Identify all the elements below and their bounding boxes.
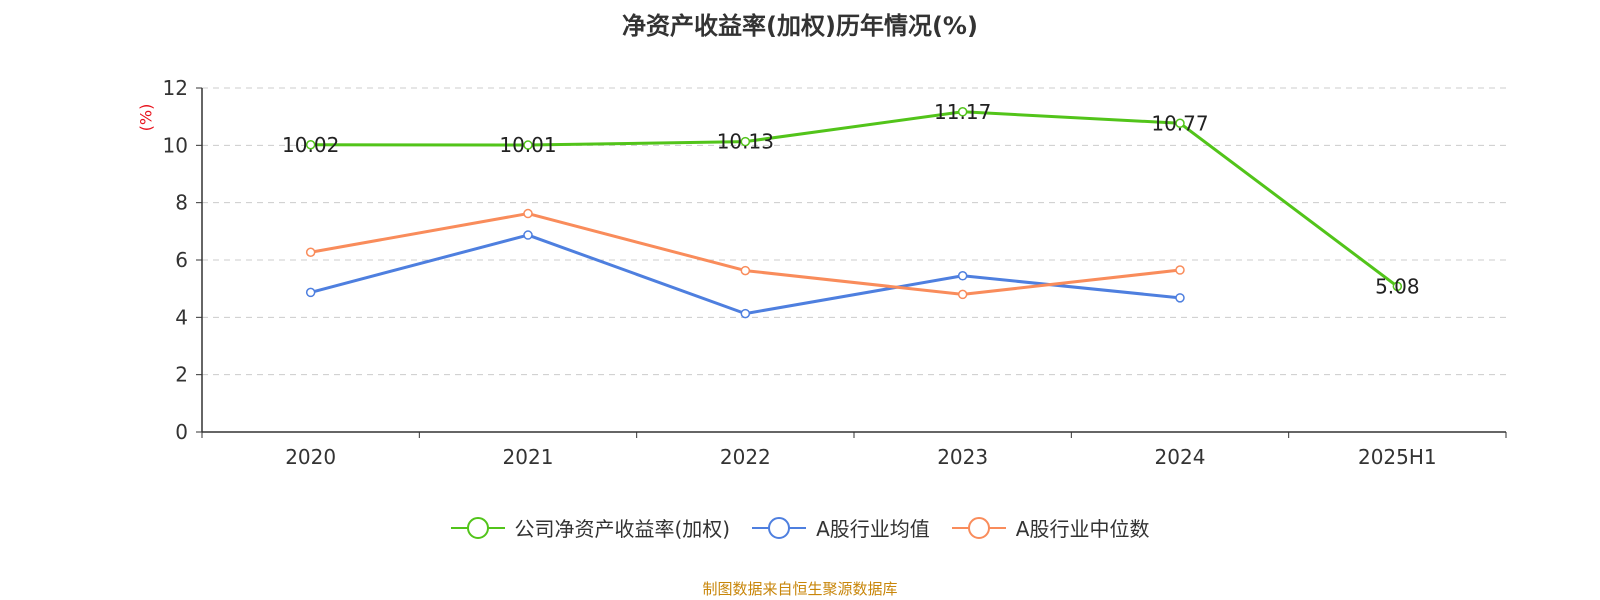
x-tick-label: 2023 [937, 445, 988, 469]
data-point[interactable] [523, 230, 533, 240]
legend-item-industry-median[interactable]: A股行业中位数 [951, 513, 1150, 542]
x-tick-label: 2024 [1155, 445, 1206, 469]
series-lines [310, 110, 1399, 316]
legend-item-industry-mean[interactable]: A股行业均值 [752, 513, 930, 542]
data-point[interactable] [1175, 118, 1185, 129]
y-tick-label: 12 [163, 76, 188, 100]
data-point[interactable] [523, 208, 533, 219]
source-note: 制图数据来自恒生聚源数据库 [702, 580, 898, 598]
data-point[interactable] [305, 140, 316, 150]
x-tick-label: 2021 [503, 445, 554, 469]
legend-label: 公司净资产收益率(加权) [514, 517, 731, 541]
data-label: 10.01 [499, 133, 556, 157]
legend-marker-icon [450, 516, 505, 539]
x-tick-label: 2025H1 [1358, 445, 1437, 469]
legend-marker-icon [752, 516, 807, 539]
plot-area: 0 2 4 6 8 10 12 2020 2021 2022 2023 2024 2025H1 10.0… [163, 76, 1507, 469]
data-labels: 10.02 10.01 10.13 11.17 10.77 5.08 [282, 100, 1420, 299]
data-point[interactable] [740, 308, 751, 319]
data-points [305, 107, 1403, 319]
x-tick-label: 2022 [720, 445, 771, 469]
y-tick-label: 8 [175, 191, 188, 215]
data-point[interactable] [957, 107, 968, 117]
data-point[interactable] [305, 247, 316, 258]
axes: 0 2 4 6 8 10 12 2020 2021 2022 2023 2024 2025H1 [163, 76, 1507, 469]
series-line [310, 110, 1399, 288]
y-tick-label: 10 [163, 133, 188, 157]
data-label: 5.08 [1375, 274, 1420, 298]
chart-title: 净资产收益率(加权)历年情况(%) [622, 12, 978, 40]
data-point[interactable] [523, 140, 533, 150]
data-point[interactable] [740, 136, 751, 147]
y-tick-label: 2 [175, 363, 188, 387]
data-label: 10.13 [717, 130, 774, 154]
y-tick-label: 0 [175, 420, 188, 444]
y-tick-label: 4 [175, 305, 188, 329]
legend-marker-icon [951, 516, 1006, 539]
legend: 公司净资产收益率(加权) A股行业均值 A股行业中位数 [0, 513, 1600, 542]
data-label: 10.77 [1151, 111, 1208, 135]
data-point[interactable] [1175, 265, 1185, 275]
grid-lines [202, 87, 1506, 376]
data-point[interactable] [740, 265, 751, 276]
data-label: 10.02 [282, 133, 339, 157]
y-tick-label: 6 [175, 248, 188, 272]
data-point[interactable] [1392, 281, 1403, 292]
legend-label: A股行业中位数 [1015, 517, 1150, 541]
data-point[interactable] [305, 287, 316, 298]
data-point[interactable] [957, 289, 968, 300]
legend-item-company-roe[interactable]: 公司净资产收益率(加权) [450, 513, 731, 542]
series-line [310, 212, 1181, 296]
data-point[interactable] [1175, 293, 1185, 303]
legend-label: A股行业均值 [816, 517, 930, 541]
data-label: 11.17 [934, 100, 991, 124]
x-tick-label: 2020 [285, 445, 336, 469]
data-point[interactable] [957, 271, 968, 281]
